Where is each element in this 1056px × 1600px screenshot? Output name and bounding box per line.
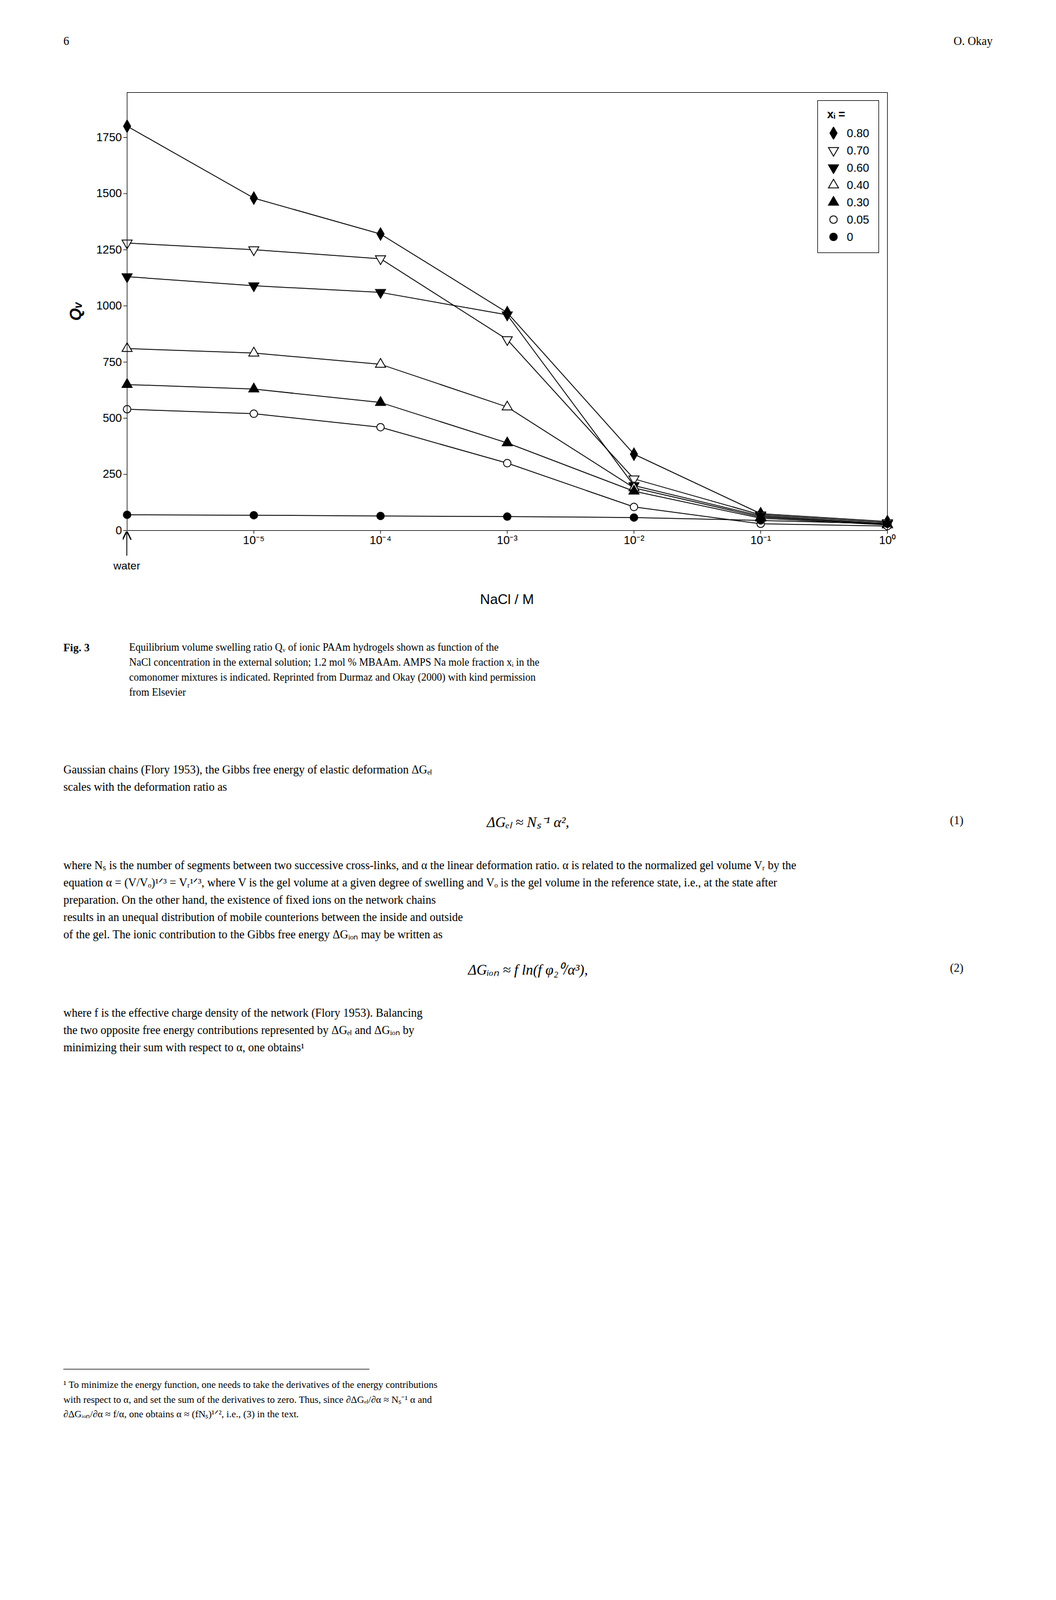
svg-text:500: 500 bbox=[102, 411, 122, 425]
html-text:xᵢ =: xᵢ = bbox=[827, 107, 846, 121]
html-text:0.30: 0.30 bbox=[846, 195, 870, 209]
svg-text:1250: 1250 bbox=[96, 243, 123, 256]
html-text:ΔGᵢₒₙ ≈ f ln(f φ₂⁰/α³),: ΔGᵢₒₙ ≈ f ln(f φ₂⁰/α³), bbox=[468, 962, 588, 978]
html-text:where Nₛ is the number of segm: where Nₛ is the number of segments betwe… bbox=[63, 858, 797, 872]
svg-text:0: 0 bbox=[115, 523, 122, 537]
svg-text:10⁻³: 10⁻³ bbox=[496, 533, 518, 547]
svg-text:10⁻⁵: 10⁻⁵ bbox=[243, 533, 266, 547]
html-text:results in an unequal distribu: results in an unequal distribution of mo… bbox=[63, 910, 463, 924]
html-text:preparation. On the other hand: preparation. On the other hand, the exis… bbox=[63, 893, 436, 907]
html-text:0.05: 0.05 bbox=[846, 212, 870, 226]
svg-text:250: 250 bbox=[102, 467, 122, 481]
html-text:6: 6 bbox=[63, 34, 70, 48]
html-text:minimizing their sum with resp: minimizing their sum with respect to α, … bbox=[63, 1041, 305, 1054]
svg-text:10⁻¹: 10⁻¹ bbox=[750, 533, 772, 547]
html-text:ΔGₑₗ ≈ Nₛ⁻¹ α²,: ΔGₑₗ ≈ Nₛ⁻¹ α², bbox=[486, 814, 570, 831]
html-text:(1): (1) bbox=[949, 813, 964, 827]
svg-text:NaCl / M: NaCl / M bbox=[480, 591, 534, 607]
svg-text:10⁻⁴: 10⁻⁴ bbox=[369, 533, 392, 547]
svg-text:water: water bbox=[112, 559, 141, 572]
html-text:0: 0 bbox=[846, 230, 854, 243]
svg-text:10⁻²: 10⁻² bbox=[623, 533, 645, 547]
html-text:0.60: 0.60 bbox=[846, 161, 870, 174]
html-text:Gaussian chains (Flory 1953),: Gaussian chains (Flory 1953), the Gibbs … bbox=[63, 763, 432, 776]
html-text:0.80: 0.80 bbox=[846, 126, 870, 140]
html-text:from Elsevier: from Elsevier bbox=[129, 686, 186, 699]
html-text:(2): (2) bbox=[949, 961, 964, 975]
html-text:of the gel. The ionic contribu: of the gel. The ionic contribution to th… bbox=[63, 928, 443, 941]
html-text:scales with the deformation ra: scales with the deformation ratio as bbox=[63, 780, 227, 794]
html-text:NaCl concentration in the exte: NaCl concentration in the external solut… bbox=[129, 656, 540, 669]
html-text:the two opposite free energy c: the two opposite free energy contributio… bbox=[63, 1023, 415, 1037]
svg-text:1750: 1750 bbox=[96, 130, 123, 144]
html-text:Equilibrium volume swelling ra: Equilibrium volume swelling ratio Qᵥ of … bbox=[129, 641, 499, 654]
html-text:O. Okay: O. Okay bbox=[953, 34, 993, 48]
html-text:where f is the effective charg: where f is the effective charge density … bbox=[63, 1006, 423, 1020]
html-text:equation α = (V/Vₒ)¹ᐟ³ = Vᵣ¹ᐟ³: equation α = (V/Vₒ)¹ᐟ³ = Vᵣ¹ᐟ³, where V … bbox=[63, 876, 778, 889]
html-text:0.40: 0.40 bbox=[846, 178, 870, 192]
html-text:comonomer mixtures is indicate: comonomer mixtures is indicated. Reprint… bbox=[129, 671, 536, 684]
svg-text:1500: 1500 bbox=[96, 186, 123, 200]
svg-text:10⁰: 10⁰ bbox=[879, 533, 896, 547]
html-text:with respect to α, and set the: with respect to α, and set the sum of th… bbox=[63, 1394, 432, 1406]
html-text:∂ΔGᵢₒₙ/∂α ≈ f/α, one obtains α: ∂ΔGᵢₒₙ/∂α ≈ f/α, one obtains α ≈ (fNₛ)¹ᐟ… bbox=[63, 1408, 299, 1420]
svg-text:Qᵥ: Qᵥ bbox=[66, 301, 85, 322]
html-text:¹ To minimize the energy funct: ¹ To minimize the energy function, one n… bbox=[63, 1379, 438, 1391]
svg-text:750: 750 bbox=[102, 355, 122, 369]
html-text:0.70: 0.70 bbox=[846, 143, 870, 157]
svg-text:1000: 1000 bbox=[96, 299, 123, 312]
html-text:Fig. 3: Fig. 3 bbox=[63, 641, 90, 654]
